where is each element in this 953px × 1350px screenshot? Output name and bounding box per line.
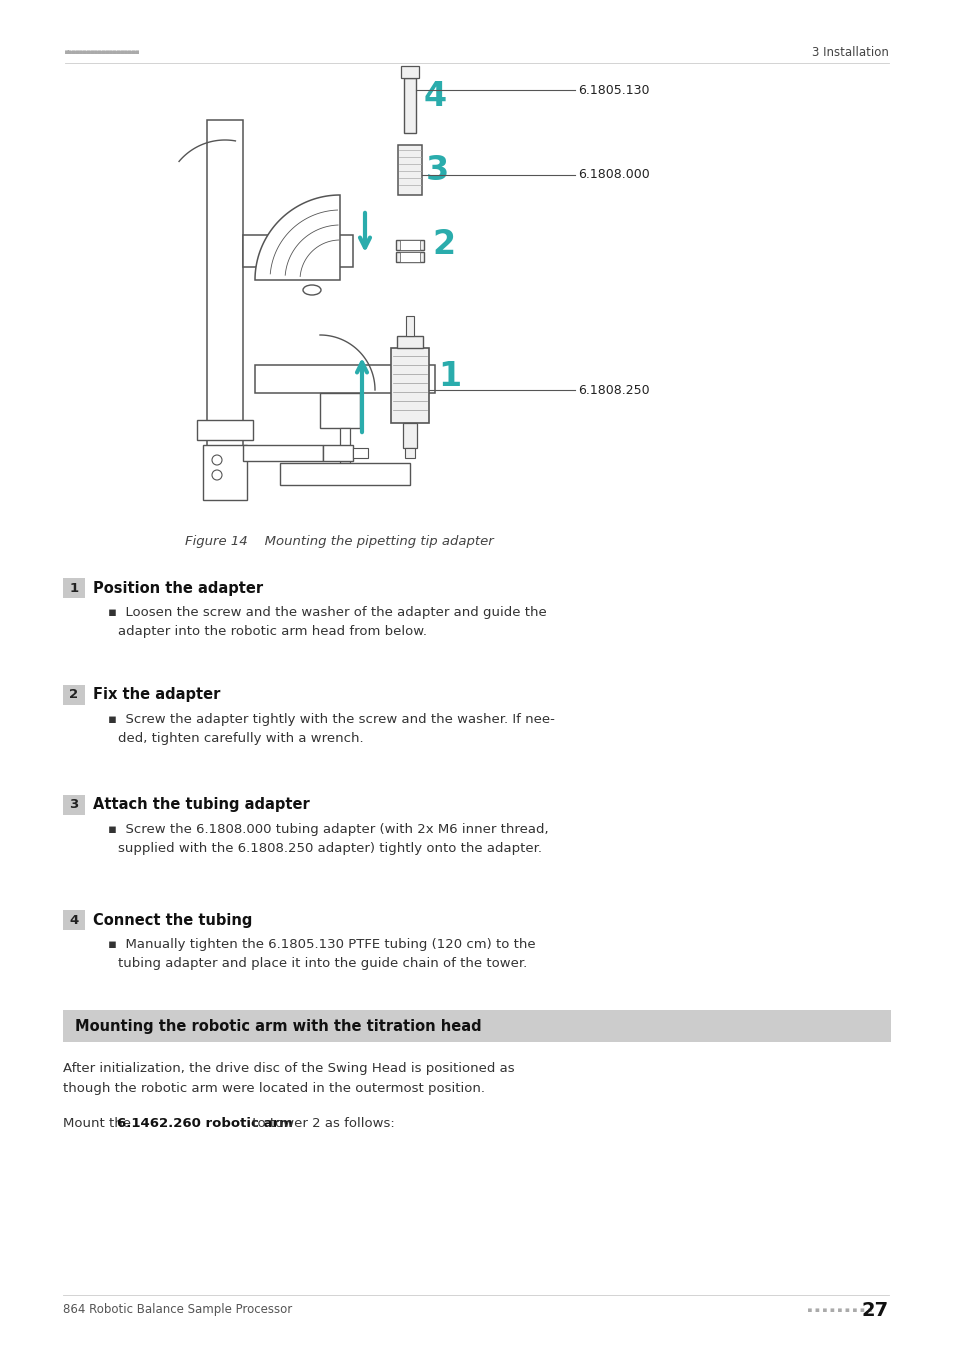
Bar <box>63 578 85 598</box>
Text: 4: 4 <box>70 914 78 926</box>
Text: ▪  Screw the adapter tightly with the screw and the washer. If nee-: ▪ Screw the adapter tightly with the scr… <box>108 713 555 726</box>
Bar <box>396 336 422 348</box>
Bar <box>391 348 429 423</box>
Bar <box>400 66 418 78</box>
Text: 6.1805.130: 6.1805.130 <box>578 84 649 96</box>
Bar <box>323 446 353 460</box>
Text: 1: 1 <box>437 360 460 393</box>
Bar <box>243 235 353 267</box>
Text: Mount the: Mount the <box>63 1116 135 1130</box>
Text: 27: 27 <box>861 1300 888 1319</box>
Bar <box>63 1010 890 1042</box>
Text: ■■■■■■■■■■■■■■■■■■■■: ■■■■■■■■■■■■■■■■■■■■ <box>65 50 140 54</box>
Bar <box>399 240 419 250</box>
Text: tubing adapter and place it into the guide chain of the tower.: tubing adapter and place it into the gui… <box>118 957 527 971</box>
Text: Fix the adapter: Fix the adapter <box>92 687 220 702</box>
Text: 864 Robotic Balance Sample Processor: 864 Robotic Balance Sample Processor <box>63 1304 292 1316</box>
Bar <box>243 446 323 460</box>
Text: to tower 2 as follows:: to tower 2 as follows: <box>248 1116 395 1130</box>
Bar <box>63 684 85 705</box>
Bar <box>403 78 416 134</box>
Bar <box>207 120 243 460</box>
Bar <box>280 463 410 485</box>
Bar <box>395 252 423 262</box>
Bar <box>63 910 85 930</box>
Text: 3 Installation: 3 Installation <box>811 46 888 58</box>
Text: Attach the tubing adapter: Attach the tubing adapter <box>92 798 310 813</box>
Bar <box>397 144 421 194</box>
Text: 2: 2 <box>432 228 455 262</box>
Text: 1: 1 <box>70 582 78 594</box>
Bar <box>319 393 359 428</box>
Text: 3: 3 <box>70 798 78 811</box>
Text: 2: 2 <box>70 688 78 702</box>
Bar <box>203 446 247 500</box>
Text: ded, tighten carefully with a wrench.: ded, tighten carefully with a wrench. <box>118 732 363 745</box>
Text: though the robotic arm were located in the outermost position.: though the robotic arm were located in t… <box>63 1081 484 1095</box>
Bar <box>405 448 415 458</box>
Text: ▪  Loosen the screw and the washer of the adapter and guide the: ▪ Loosen the screw and the washer of the… <box>108 606 546 620</box>
Text: ▪  Screw the 6.1808.000 tubing adapter (with 2x M6 inner thread,: ▪ Screw the 6.1808.000 tubing adapter (w… <box>108 824 548 836</box>
Text: Connect the tubing: Connect the tubing <box>92 913 253 927</box>
Text: adapter into the robotic arm head from below.: adapter into the robotic arm head from b… <box>118 625 427 639</box>
Bar <box>395 240 423 250</box>
Text: ■ ■ ■ ■ ■ ■ ■ ■ ■: ■ ■ ■ ■ ■ ■ ■ ■ ■ <box>807 1308 875 1312</box>
Bar <box>254 364 435 393</box>
Text: Mounting the robotic arm with the titration head: Mounting the robotic arm with the titrat… <box>75 1018 481 1034</box>
Text: After initialization, the drive disc of the Swing Head is positioned as: After initialization, the drive disc of … <box>63 1062 514 1075</box>
Bar <box>196 420 253 440</box>
Text: 6.1462.260 robotic arm: 6.1462.260 robotic arm <box>117 1116 293 1130</box>
Text: Figure 14    Mounting the pipetting tip adapter: Figure 14 Mounting the pipetting tip ada… <box>185 535 494 548</box>
Circle shape <box>212 455 222 464</box>
Text: 6.1808.250: 6.1808.250 <box>578 383 649 397</box>
Circle shape <box>212 470 222 481</box>
Bar <box>339 428 350 463</box>
Text: supplied with the 6.1808.250 adapter) tightly onto the adapter.: supplied with the 6.1808.250 adapter) ti… <box>118 842 541 855</box>
Bar <box>63 795 85 815</box>
Text: 3: 3 <box>426 154 449 186</box>
Bar <box>402 423 416 448</box>
Ellipse shape <box>303 285 320 296</box>
Text: ▪  Manually tighten the 6.1805.130 PTFE tubing (120 cm) to the: ▪ Manually tighten the 6.1805.130 PTFE t… <box>108 938 535 950</box>
Polygon shape <box>254 194 339 279</box>
Text: Position the adapter: Position the adapter <box>92 580 263 595</box>
Text: 4: 4 <box>423 81 447 113</box>
Bar <box>353 448 368 458</box>
Bar <box>399 252 419 262</box>
Bar <box>406 316 414 336</box>
Text: 6.1808.000: 6.1808.000 <box>578 169 649 181</box>
